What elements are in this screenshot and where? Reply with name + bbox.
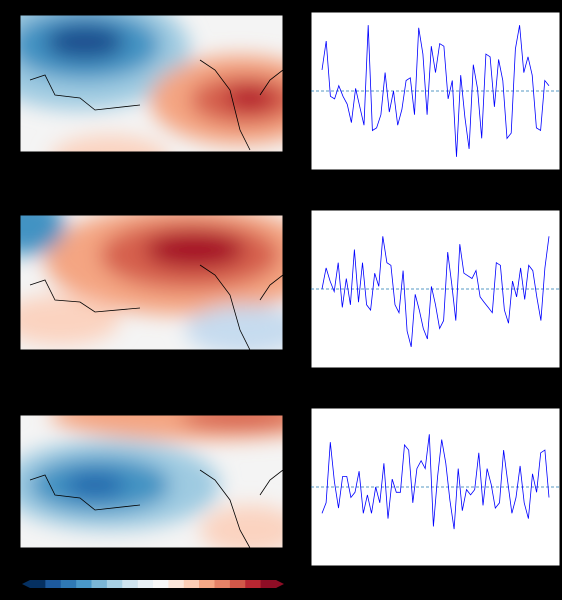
colorbar-swatch (137, 580, 154, 588)
colorbar-swatch (122, 580, 138, 588)
colorbar-swatch (45, 580, 62, 588)
colorbar-swatch (60, 580, 77, 588)
colorbar-swatch (260, 580, 277, 588)
colorbar-extend (276, 580, 284, 588)
series-line (321, 434, 550, 530)
colorbar-swatch (30, 580, 46, 588)
colorbar-swatch (214, 580, 231, 588)
colorbar (22, 580, 284, 588)
colorbar-swatch (76, 580, 92, 588)
colorbar-swatch (153, 580, 169, 588)
colorbar-swatch (106, 580, 123, 588)
series-line (321, 25, 550, 157)
map-panel (20, 15, 283, 152)
map-frame (19, 14, 284, 153)
map-panel (20, 415, 283, 548)
map-frame (19, 414, 284, 549)
series-line (321, 236, 550, 348)
timeseries-panel (310, 11, 561, 171)
timeseries-panel (310, 209, 561, 369)
colorbar-extend (22, 580, 30, 588)
map-frame (19, 214, 284, 351)
timeseries-panel (310, 407, 561, 567)
colorbar-swatch (91, 580, 108, 588)
colorbar-swatch (168, 580, 185, 588)
colorbar-swatch (183, 580, 200, 588)
colorbar-swatch (229, 580, 246, 588)
map-panel (20, 215, 283, 350)
colorbar-swatch (245, 580, 261, 588)
colorbar-swatch (199, 580, 215, 588)
